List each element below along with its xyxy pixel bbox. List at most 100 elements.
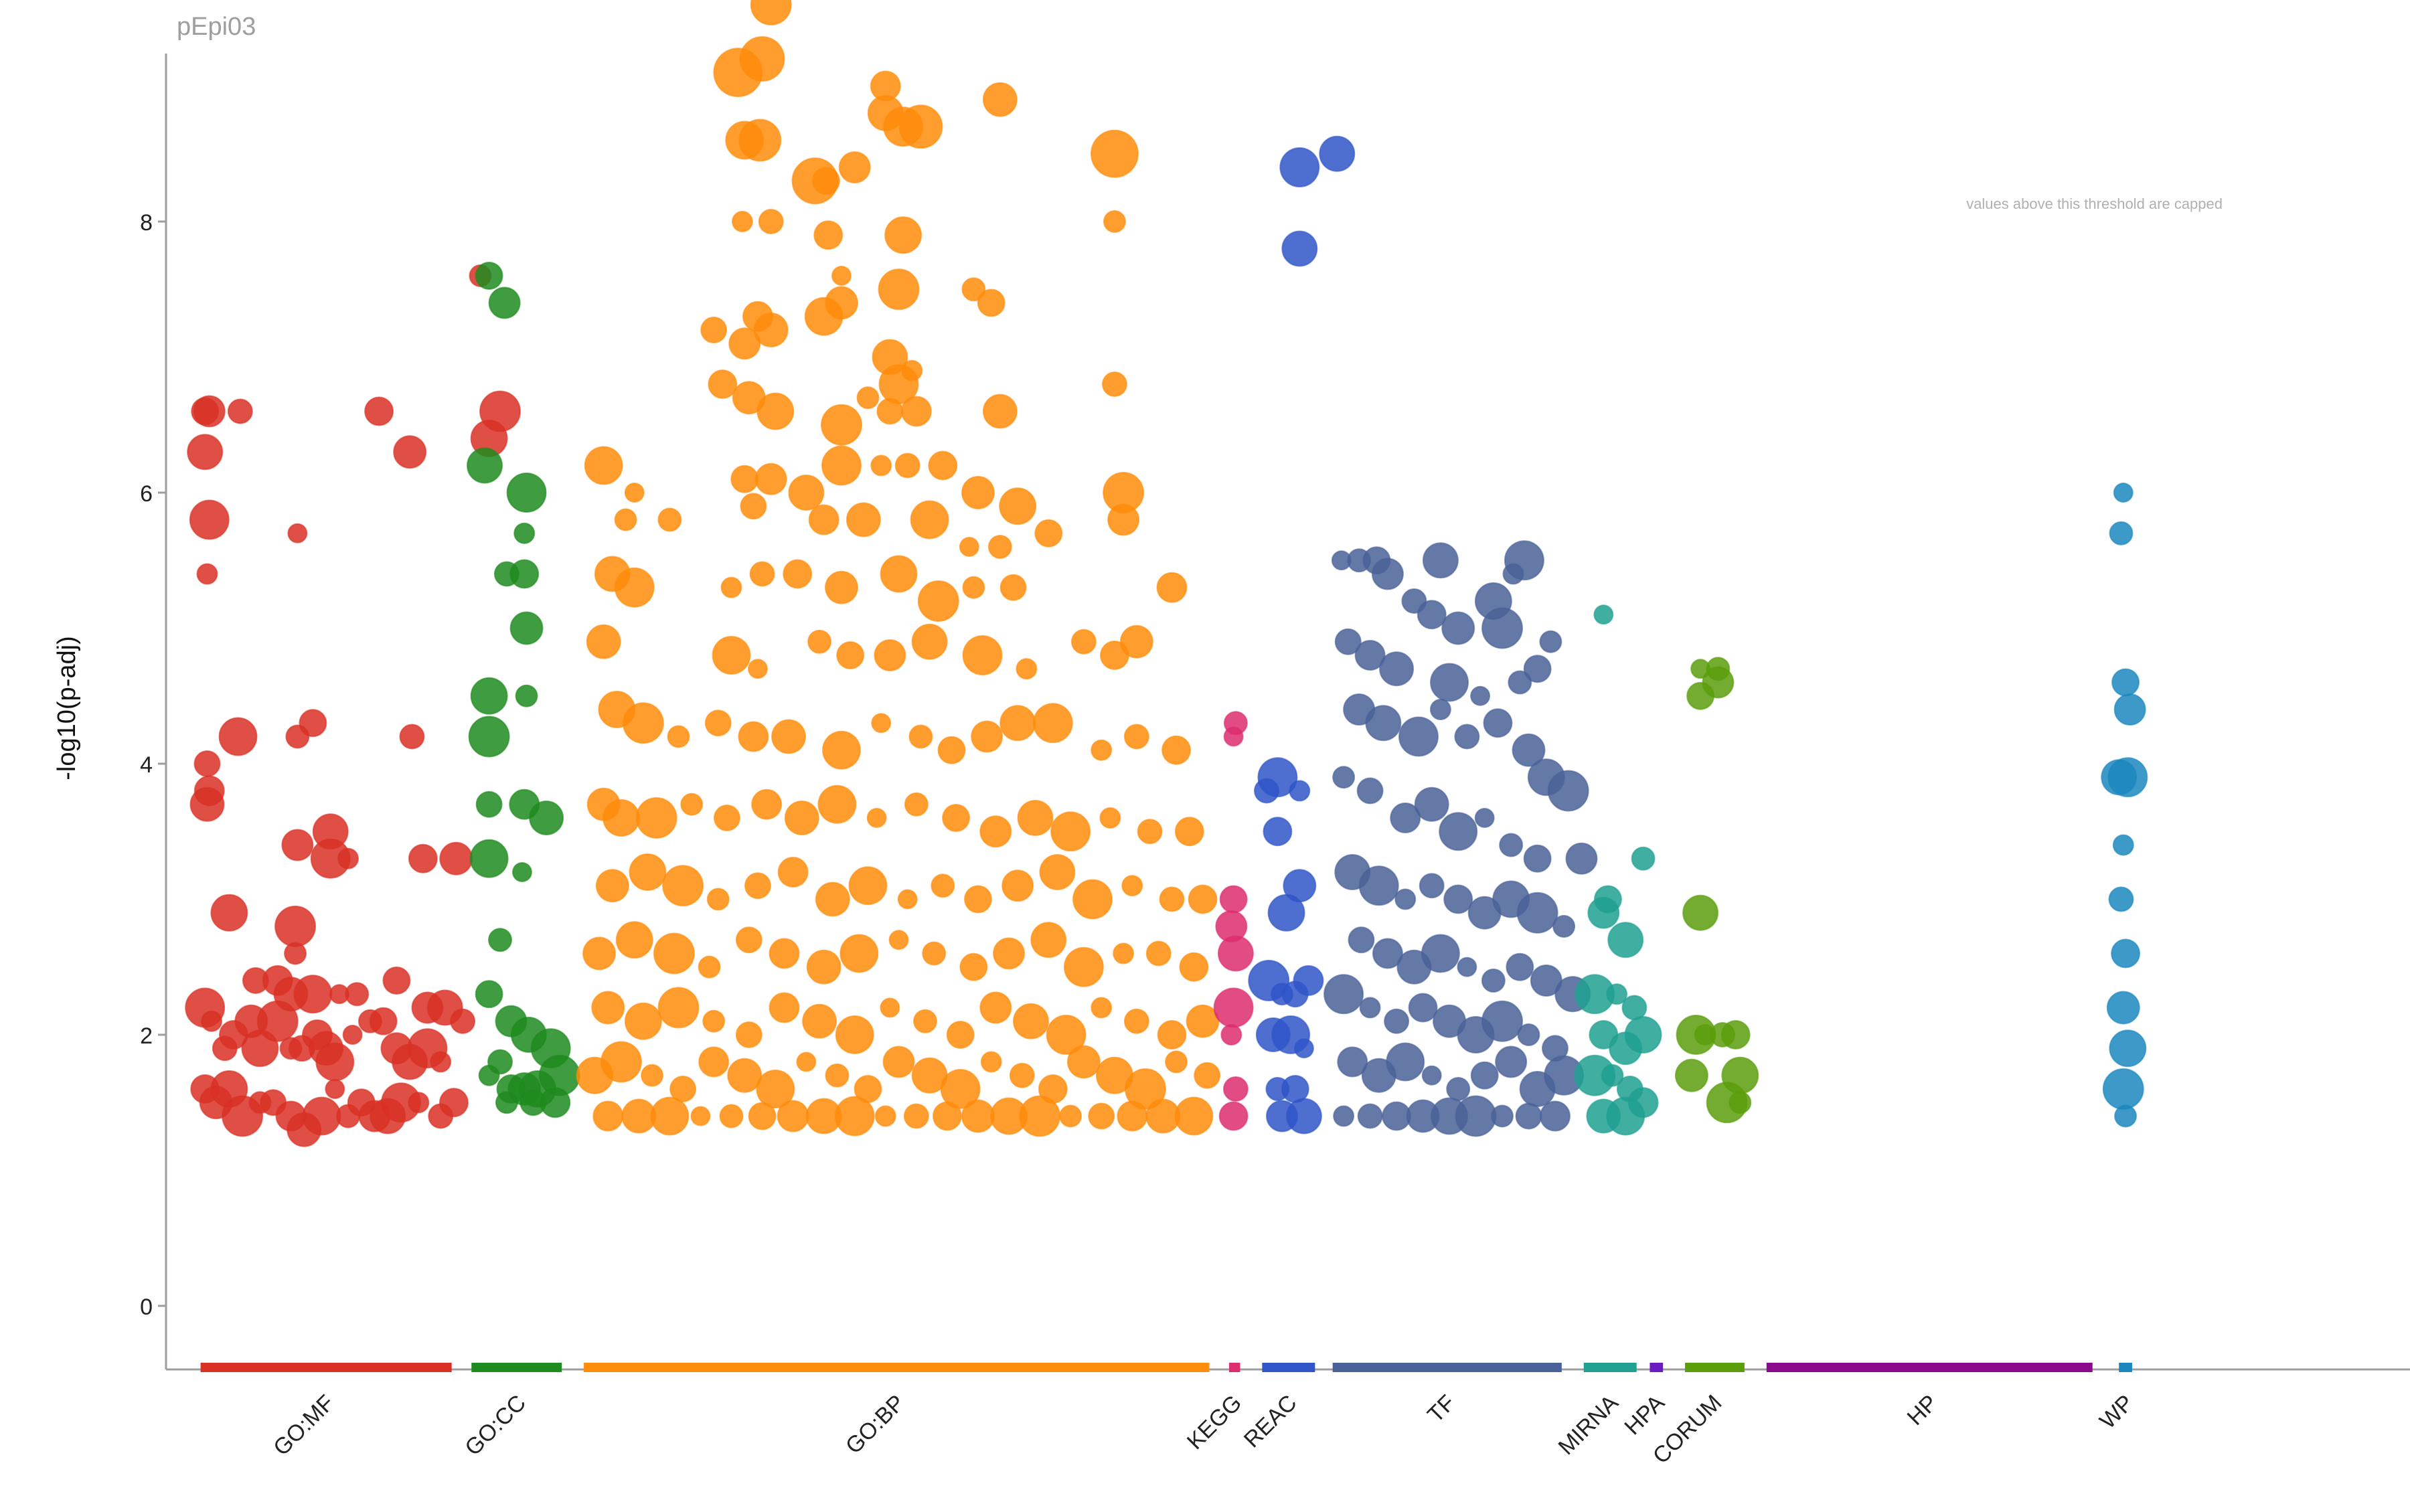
point-go-bp[interactable] xyxy=(888,930,909,950)
point-go-bp[interactable] xyxy=(749,561,775,587)
point-go-bp[interactable] xyxy=(744,872,771,900)
point-go-mf[interactable] xyxy=(274,906,317,947)
point-go-bp[interactable] xyxy=(756,392,795,430)
point-go-bp[interactable] xyxy=(614,567,655,608)
point-tf[interactable] xyxy=(1371,558,1404,590)
point-reac[interactable] xyxy=(1253,778,1279,804)
point-go-mf[interactable] xyxy=(342,1025,363,1045)
point-go-bp[interactable] xyxy=(959,537,979,557)
point-reac[interactable] xyxy=(1289,780,1311,802)
point-go-bp[interactable] xyxy=(836,641,865,669)
point-go-bp[interactable] xyxy=(911,623,948,660)
point-go-bp[interactable] xyxy=(846,502,881,537)
point-go-bp[interactable] xyxy=(856,386,880,410)
point-go-bp[interactable] xyxy=(928,450,958,481)
point-go-bp[interactable] xyxy=(831,266,852,286)
point-go-bp[interactable] xyxy=(882,1045,915,1078)
point-go-bp[interactable] xyxy=(980,1051,1002,1073)
point-go-mf[interactable] xyxy=(187,434,224,471)
point-tf[interactable] xyxy=(1337,1046,1368,1078)
point-tf[interactable] xyxy=(1394,888,1417,910)
point-go-bp[interactable] xyxy=(708,369,738,399)
point-go-bp[interactable] xyxy=(802,1003,837,1039)
point-go-bp[interactable] xyxy=(727,1058,762,1093)
point-go-bp[interactable] xyxy=(999,487,1037,525)
point-tf[interactable] xyxy=(1358,865,1399,906)
point-go-bp[interactable] xyxy=(922,941,947,966)
point-kegg[interactable] xyxy=(1218,1101,1249,1131)
point-kegg[interactable] xyxy=(1217,935,1254,972)
point-mirna[interactable] xyxy=(1606,983,1628,1005)
point-mirna[interactable] xyxy=(1593,604,1614,625)
point-go-bp[interactable] xyxy=(706,888,730,911)
point-reac[interactable] xyxy=(1285,1098,1322,1135)
point-go-bp[interactable] xyxy=(1119,624,1153,659)
point-corum[interactable] xyxy=(1682,894,1719,931)
point-tf[interactable] xyxy=(1547,770,1589,812)
point-tf[interactable] xyxy=(1446,1077,1471,1101)
point-go-mf[interactable] xyxy=(201,1010,223,1032)
point-tf[interactable] xyxy=(1483,708,1513,738)
point-tf[interactable] xyxy=(1515,1102,1542,1130)
point-go-bp[interactable] xyxy=(1059,1104,1082,1128)
point-tf[interactable] xyxy=(1523,655,1552,683)
point-go-bp[interactable] xyxy=(1046,1015,1087,1055)
point-go-mf[interactable] xyxy=(256,1000,299,1042)
point-reac[interactable] xyxy=(1281,230,1318,267)
point-go-mf[interactable] xyxy=(382,967,411,995)
point-go-bp[interactable] xyxy=(979,815,1012,848)
point-tf[interactable] xyxy=(1516,892,1558,934)
point-go-bp[interactable] xyxy=(698,1046,730,1078)
point-go-bp[interactable] xyxy=(1123,724,1149,750)
point-go-bp[interactable] xyxy=(971,720,1003,753)
point-wp[interactable] xyxy=(2108,886,2134,912)
point-tf[interactable] xyxy=(1502,563,1524,585)
point-wp[interactable] xyxy=(2113,693,2146,726)
point-tf[interactable] xyxy=(1398,716,1439,757)
point-go-bp[interactable] xyxy=(1063,946,1104,987)
point-tf[interactable] xyxy=(1495,1045,1528,1078)
point-wp[interactable] xyxy=(2109,521,2134,545)
point-go-bp[interactable] xyxy=(807,629,832,654)
point-go-bp[interactable] xyxy=(657,507,682,532)
point-go-mf[interactable] xyxy=(189,499,230,540)
point-go-bp[interactable] xyxy=(806,949,841,985)
point-go-bp[interactable] xyxy=(1001,869,1034,902)
point-go-mf[interactable] xyxy=(281,829,314,861)
point-go-cc[interactable] xyxy=(469,839,509,878)
point-go-mf[interactable] xyxy=(189,786,225,822)
point-tf[interactable] xyxy=(1359,997,1381,1019)
point-go-cc[interactable] xyxy=(509,611,544,645)
point-kegg[interactable] xyxy=(1220,1024,1242,1045)
point-go-cc[interactable] xyxy=(475,790,503,818)
point-go-mf[interactable] xyxy=(479,390,521,432)
point-go-bp[interactable] xyxy=(650,1096,690,1136)
point-go-bp[interactable] xyxy=(1194,1062,1221,1089)
point-tf[interactable] xyxy=(1491,1104,1514,1128)
point-go-bp[interactable] xyxy=(635,797,677,839)
point-go-bp[interactable] xyxy=(1091,997,1113,1019)
point-go-bp[interactable] xyxy=(1019,1095,1061,1137)
point-go-bp[interactable] xyxy=(731,211,753,232)
point-go-bp[interactable] xyxy=(747,659,768,679)
point-go-bp[interactable] xyxy=(586,624,621,659)
point-go-bp[interactable] xyxy=(584,446,623,485)
point-go-bp[interactable] xyxy=(904,792,929,817)
point-go-bp[interactable] xyxy=(884,216,922,254)
point-tf[interactable] xyxy=(1470,1061,1499,1090)
point-go-bp[interactable] xyxy=(874,639,906,671)
point-mirna[interactable] xyxy=(1601,1064,1624,1087)
point-go-bp[interactable] xyxy=(932,1101,962,1131)
point-go-bp[interactable] xyxy=(817,784,857,824)
point-go-mf[interactable] xyxy=(299,709,327,738)
point-tf[interactable] xyxy=(1512,733,1546,767)
point-go-mf[interactable] xyxy=(439,841,473,875)
point-tf[interactable] xyxy=(1354,640,1386,671)
point-reac[interactable] xyxy=(1293,1038,1314,1059)
point-go-bp[interactable] xyxy=(977,288,1006,317)
point-reac[interactable] xyxy=(1293,965,1324,996)
point-go-cc[interactable] xyxy=(488,928,513,952)
point-go-bp[interactable] xyxy=(963,885,992,914)
point-go-bp[interactable] xyxy=(702,1009,726,1033)
point-go-bp[interactable] xyxy=(771,719,807,754)
